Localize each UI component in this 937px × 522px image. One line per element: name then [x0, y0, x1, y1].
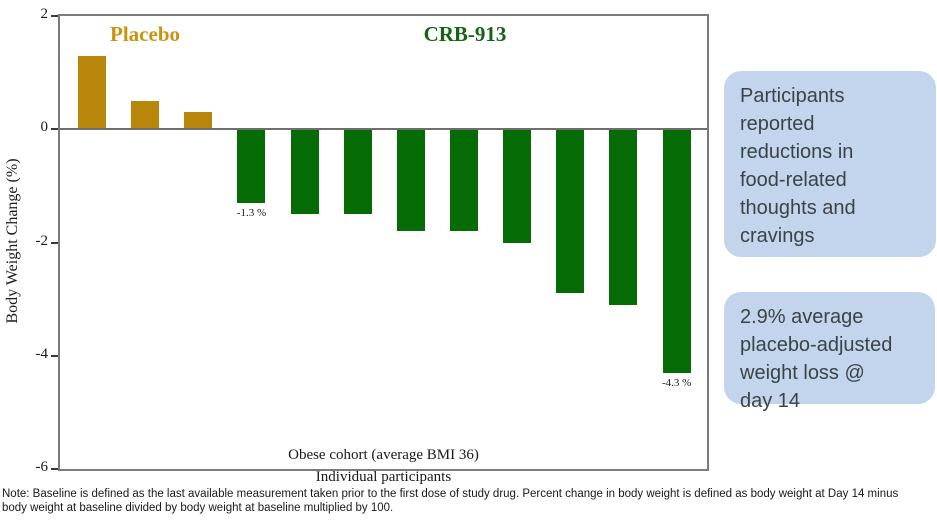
- bar-value-label: -4.3 %: [661, 376, 692, 389]
- callout-food-cravings: Participants reported reductions in food…: [724, 71, 936, 257]
- plot-area: Obese cohort (average BMI 36) -1.3 % -4.3…: [58, 14, 709, 471]
- bar-crb-913-8: [450, 129, 479, 232]
- y-tick-label: 2: [40, 6, 49, 22]
- y-tick-mark: [51, 241, 58, 244]
- bar-placebo-2: [131, 100, 160, 130]
- cohort-caption: Obese cohort (average BMI 36): [288, 447, 479, 463]
- y-tick-label: -6: [35, 459, 49, 475]
- callout-weight-loss: 2.9% average placebo-adjusted weight los…: [724, 292, 935, 412]
- series-title-placebo: Placebo: [110, 22, 181, 46]
- bar-crb-913-6: [343, 129, 372, 215]
- y-tick-label: 0: [40, 119, 49, 136]
- series-title-crb-913: CRB-913: [423, 22, 507, 46]
- bar-placebo-3: [184, 112, 213, 130]
- bar-crb-913-11: [609, 129, 638, 305]
- x-axis-title: Individual participants: [315, 469, 452, 485]
- bar-crb-913-10: [556, 129, 585, 294]
- bar-crb-913-5: [290, 129, 319, 215]
- bar-placebo-1: [78, 55, 107, 130]
- y-tick-mark: [51, 15, 58, 17]
- y-tick-mark: [51, 128, 58, 131]
- bar-crb-913-12: [662, 129, 691, 373]
- footnote: Note: Baseline is defined as the last av…: [2, 488, 899, 514]
- y-tick-label: -2: [35, 232, 49, 249]
- zero-baseline: [60, 128, 707, 131]
- bar-value-label: -1.3 %: [236, 206, 267, 219]
- y-tick-label: -4: [35, 345, 49, 362]
- y-tick-mark: [51, 354, 58, 357]
- bar-crb-913-7: [396, 129, 425, 232]
- y-tick-mark: [51, 468, 58, 470]
- bar-crb-913-4: [237, 129, 266, 203]
- bar-crb-913-9: [503, 129, 532, 243]
